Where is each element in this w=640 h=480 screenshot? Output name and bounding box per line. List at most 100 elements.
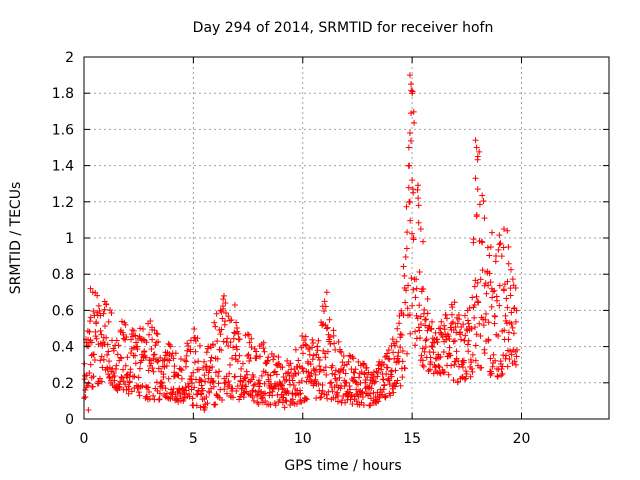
- data-point: [370, 374, 377, 381]
- data-point: [186, 393, 193, 400]
- data-point: [323, 289, 330, 296]
- data-point: [453, 348, 460, 355]
- data-point: [331, 371, 338, 378]
- data-point: [108, 309, 115, 316]
- data-point: [352, 378, 359, 385]
- data-point: [381, 381, 388, 388]
- data-point: [352, 366, 359, 373]
- data-point: [111, 372, 118, 379]
- data-point: [417, 313, 424, 320]
- data-point: [342, 370, 349, 377]
- data-point: [126, 378, 133, 385]
- data-point: [302, 341, 309, 348]
- data-point: [492, 252, 499, 259]
- data-point: [93, 320, 100, 327]
- data-point: [201, 372, 208, 379]
- data-point: [327, 341, 334, 348]
- data-point: [133, 382, 140, 389]
- data-point: [162, 385, 169, 392]
- data-point: [473, 144, 480, 151]
- data-point: [511, 358, 518, 365]
- data-point: [250, 397, 257, 404]
- data-point: [483, 290, 490, 297]
- data-point: [488, 229, 495, 236]
- data-point: [167, 343, 174, 350]
- data-point: [150, 368, 157, 375]
- data-point: [94, 292, 101, 299]
- data-point: [256, 383, 263, 390]
- data-point: [475, 299, 482, 306]
- data-point: [135, 389, 142, 396]
- data-point: [100, 310, 107, 317]
- data-point: [468, 359, 475, 366]
- data-point: [486, 270, 493, 277]
- data-point: [477, 276, 484, 283]
- data-point: [411, 119, 418, 126]
- data-point: [407, 137, 414, 144]
- data-point: [292, 370, 299, 377]
- data-point: [297, 390, 304, 397]
- data-point: [422, 337, 429, 344]
- data-point: [117, 354, 124, 361]
- data-point: [492, 357, 499, 364]
- data-point: [506, 356, 513, 363]
- data-point: [90, 308, 97, 315]
- data-point: [437, 353, 444, 360]
- data-point: [477, 332, 484, 339]
- data-point: [142, 354, 149, 361]
- data-point: [399, 374, 406, 381]
- data-point: [445, 371, 452, 378]
- data-point: [504, 227, 511, 234]
- data-point: [468, 365, 475, 372]
- data-point: [384, 364, 391, 371]
- data-point: [330, 327, 337, 334]
- data-point: [105, 318, 112, 325]
- data-point: [330, 332, 337, 339]
- data-point: [186, 375, 193, 382]
- data-point: [450, 338, 457, 345]
- data-point: [402, 253, 409, 260]
- data-point: [226, 317, 233, 324]
- data-point: [181, 357, 188, 364]
- data-point: [305, 369, 312, 376]
- data-point: [504, 363, 511, 370]
- data-point: [430, 349, 437, 356]
- data-point: [124, 354, 131, 361]
- data-point: [293, 400, 300, 407]
- data-point: [292, 346, 299, 353]
- data-point: [283, 376, 290, 383]
- data-point: [392, 383, 399, 390]
- data-point: [473, 213, 480, 220]
- data-point: [448, 311, 455, 318]
- data-point: [397, 382, 404, 389]
- data-point: [222, 300, 229, 307]
- data-point: [227, 339, 234, 346]
- data-point: [334, 393, 341, 400]
- data-point: [393, 380, 400, 387]
- data-point: [141, 348, 148, 355]
- data-point: [264, 357, 271, 364]
- data-point: [410, 236, 417, 243]
- data-point: [441, 369, 448, 376]
- data-point: [367, 402, 374, 408]
- data-point: [185, 343, 192, 350]
- data-point: [125, 383, 132, 390]
- data-point: [146, 331, 153, 338]
- data-point: [415, 202, 422, 209]
- data-point: [440, 348, 447, 355]
- data-point: [485, 336, 492, 343]
- data-point: [496, 241, 503, 248]
- data-point: [324, 324, 331, 331]
- data-point: [233, 388, 240, 395]
- data-point: [89, 289, 96, 296]
- data-point: [490, 351, 497, 358]
- data-point: [273, 371, 280, 378]
- data-point: [391, 342, 398, 349]
- data-point: [428, 325, 435, 332]
- data-point: [476, 320, 483, 327]
- data-point: [183, 358, 190, 365]
- data-point: [388, 368, 395, 375]
- data-point: [505, 244, 512, 251]
- data-point: [381, 393, 388, 400]
- data-point: [244, 331, 251, 338]
